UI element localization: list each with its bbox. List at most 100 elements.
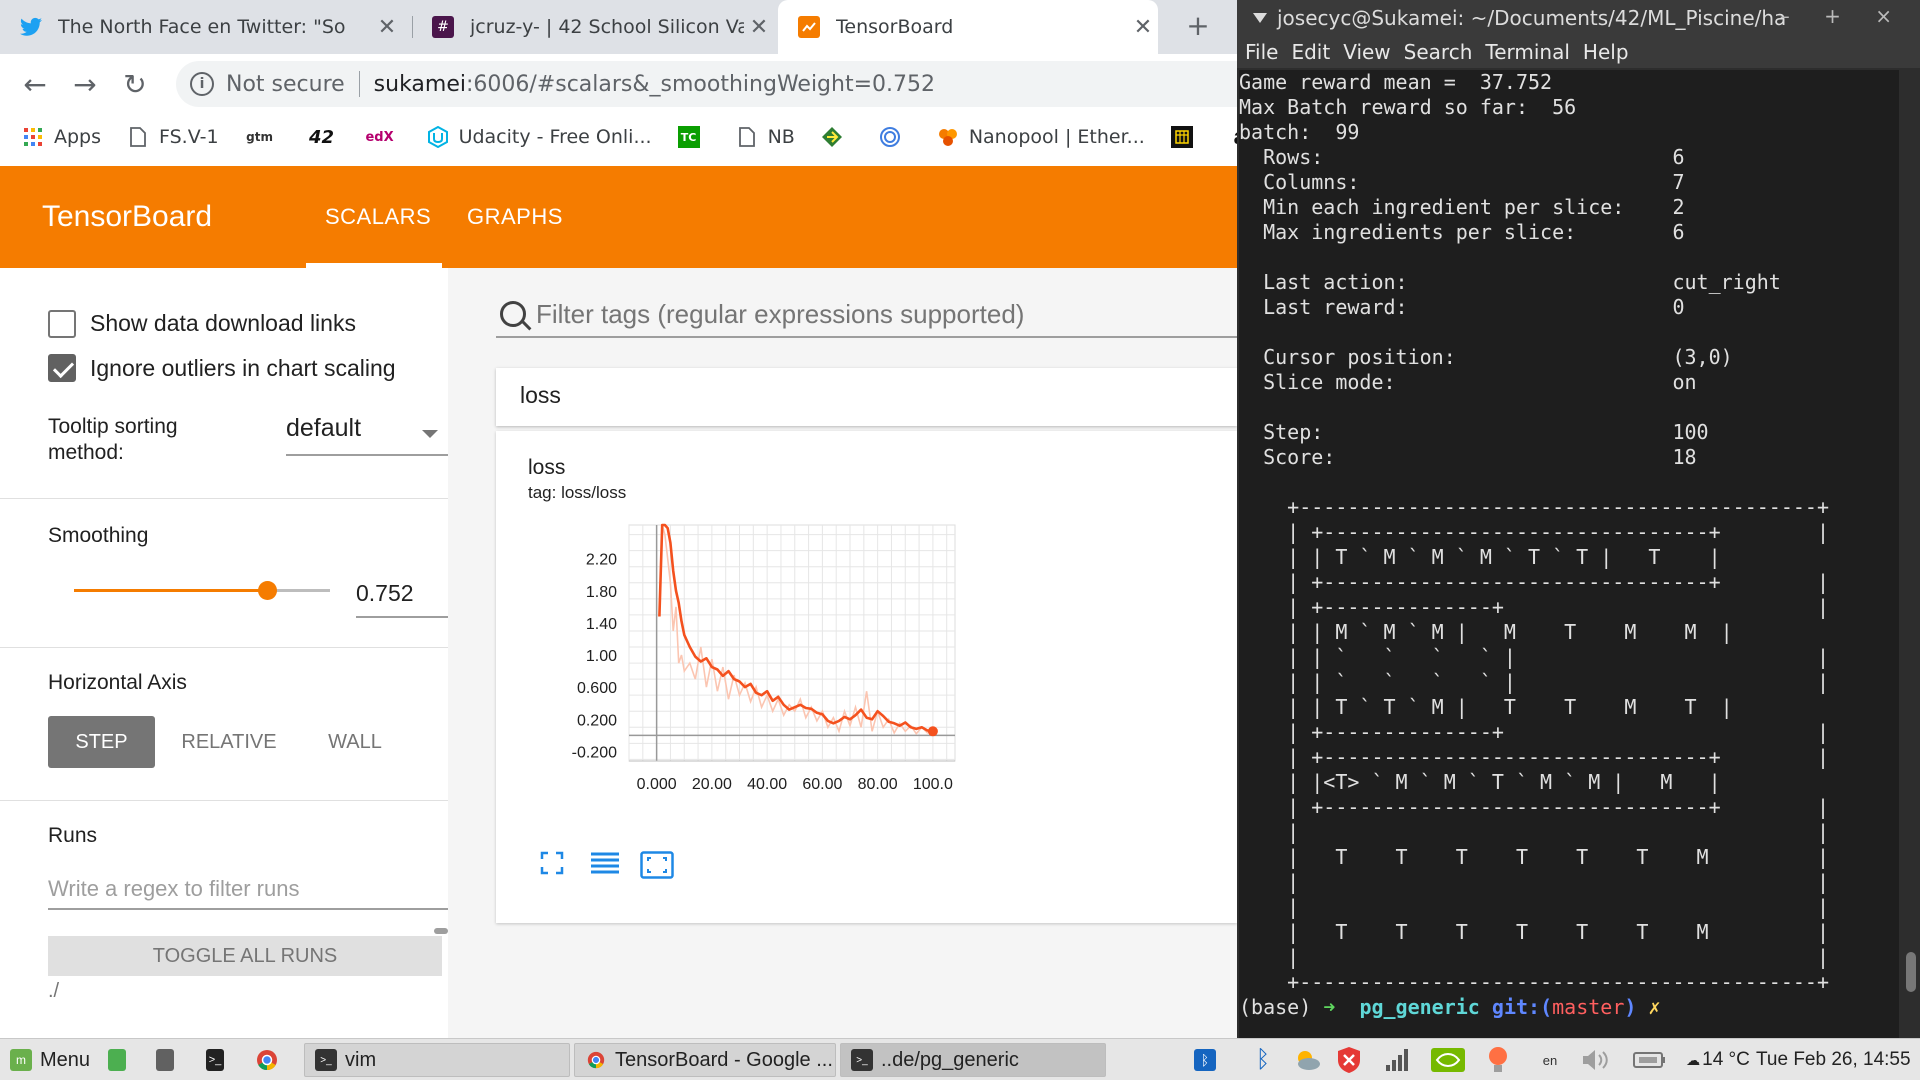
bookmark-calendar[interactable] [1170, 126, 1203, 148]
bookmark-nanopool[interactable]: Nanopool | Ether... [937, 126, 1145, 148]
terminal-launcher[interactable]: >_ [196, 1043, 232, 1077]
scrollbar[interactable] [1906, 72, 1916, 1032]
fullscreen-icon[interactable] [540, 851, 564, 880]
close-icon[interactable]: ✕ [749, 14, 769, 40]
weather-temp[interactable]: ☁ 14 °C [1678, 1045, 1758, 1075]
bookmark-diamond[interactable] [821, 126, 853, 148]
forward-arrow-icon[interactable]: → [73, 67, 97, 101]
x-tick-label: 80.00 [858, 776, 898, 793]
tab-twitter[interactable]: The North Face en Twitter: "So ✕ [0, 0, 402, 54]
terminal-line: | +--------------------------------+ | [1239, 795, 1830, 819]
bookmark-gtm[interactable]: gtm [245, 126, 285, 148]
tab-tensorboard[interactable]: TensorBoard ✕ [778, 0, 1158, 54]
scrollbar-thumb[interactable] [1906, 952, 1916, 992]
bluetooth-icon[interactable]: ᛒ [1255, 1046, 1271, 1073]
apps-grid-icon [22, 126, 44, 148]
keyboard-layout[interactable]: en [1542, 1052, 1558, 1068]
taskbar-window-vim[interactable]: >_ vim [304, 1043, 570, 1077]
ignore-outliers-checkbox[interactable] [48, 354, 76, 382]
close-icon[interactable]: ✕ [377, 14, 397, 40]
address-bar[interactable]: i Not secure sukamei :6006/#scalars&_smo… [176, 61, 1237, 107]
nvidia-icon[interactable] [1428, 1045, 1468, 1075]
terminal-icon: >_ [206, 1049, 224, 1071]
terminal-line: | | ` ` ` ` | | [1239, 670, 1830, 694]
menu-help[interactable]: Help [1582, 40, 1629, 64]
terminal-line: Game reward mean = 37.752 [1239, 70, 1553, 94]
files-launcher[interactable] [146, 1043, 182, 1077]
terminal-titlebar[interactable]: josecyc@Sukamei: ~/Documents/42/ML_Pisci… [1237, 0, 1920, 36]
scrollbar[interactable] [434, 928, 448, 934]
list-icon[interactable] [590, 851, 620, 880]
prompt-branch-open: ( [1540, 995, 1553, 1019]
menu-terminal[interactable]: Terminal [1485, 40, 1570, 64]
menu-edit[interactable]: Edit [1291, 40, 1331, 64]
axis-step-button[interactable]: STEP [48, 716, 155, 768]
window-controls[interactable]: – + × [1779, 4, 1906, 28]
back-arrow-icon[interactable]: ← [23, 67, 47, 101]
twitter-icon [20, 16, 42, 38]
tensorboard-icon [798, 16, 820, 38]
tooltip-sorting-select[interactable]: default [286, 414, 448, 456]
menu-file[interactable]: File [1245, 40, 1279, 64]
run-item[interactable]: ./ [48, 980, 60, 1002]
amazon-icon: a [1229, 124, 1237, 149]
bluetooth-app-icon[interactable]: ᛒ [1194, 1045, 1224, 1075]
show-download-links-checkbox[interactable] [48, 310, 76, 338]
redshift-bulb-icon[interactable] [1480, 1045, 1516, 1075]
battery-icon[interactable] [1630, 1045, 1670, 1075]
terminal-output[interactable]: Game reward mean = 37.752 Max Batch rewar… [1239, 70, 1899, 1038]
x-tick-label: 0.000 [637, 776, 677, 793]
menu-view[interactable]: View [1343, 40, 1391, 64]
bookmark-udacity[interactable]: Udacity - Free Onli... [427, 126, 652, 148]
loss-chart[interactable]: 0.000 20.00 40.00 60.00 80.00 100.0 -0.200 0.20… [496, 431, 1237, 851]
bookmark-globe[interactable] [879, 126, 911, 148]
terminal-line: Slice mode: on [1239, 370, 1697, 394]
window-label: vim [345, 1048, 377, 1071]
menu-search[interactable]: Search [1403, 40, 1473, 64]
terminal-title: josecyc@Sukamei: ~/Documents/42/ML_Pisci… [1277, 6, 1787, 30]
terminal-line: | | T ` M ` M ` M ` T ` T | T | [1239, 545, 1721, 569]
bookmark-fsv1[interactable]: FS.V-1 [127, 126, 219, 148]
info-icon[interactable]: i [190, 72, 214, 96]
bookmark-edx[interactable]: edX [365, 126, 401, 148]
new-tab-button[interactable]: + [1186, 9, 1210, 42]
axis-wall-button[interactable]: WALL [328, 730, 382, 753]
runs-filter-input[interactable]: Write a regex to filter runs [48, 868, 448, 910]
volume-icon[interactable] [1576, 1045, 1616, 1075]
toggle-all-runs-button[interactable]: TOGGLE ALL RUNS [48, 936, 442, 976]
tab-separator [412, 16, 413, 38]
tab-graphs[interactable]: GRAPHS [467, 204, 563, 229]
taskbar-window-terminal[interactable]: >_ ..de/pg_generic [840, 1043, 1106, 1077]
chart-tag: tag: loss/loss [528, 483, 627, 502]
chrome-launcher[interactable] [246, 1043, 282, 1077]
tab-slack[interactable]: # jcruz-y- | 42 School Silicon Valle ✕ [412, 0, 774, 54]
reload-icon[interactable]: ↻ [123, 67, 147, 101]
fit-domain-icon[interactable] [640, 851, 674, 884]
bookmark-techcrunch[interactable]: TC [677, 126, 710, 148]
bookmark-amazon[interactable]: a [1229, 124, 1237, 149]
slider-handle[interactable] [257, 581, 277, 600]
close-icon[interactable]: ✕ [1133, 14, 1153, 40]
terminal-window: josecyc@Sukamei: ~/Documents/42/ML_Pisci… [1237, 0, 1920, 1038]
taskbar-window-tensorboard[interactable]: TensorBoard - Google ... [574, 1043, 836, 1077]
techcrunch-icon: TC [677, 126, 700, 148]
tab-scalars[interactable]: SCALARS [325, 204, 432, 229]
smoothing-slider[interactable] [74, 581, 330, 600]
window-menu-icon[interactable] [1253, 13, 1267, 23]
axis-relative-button[interactable]: RELATIVE [181, 730, 277, 753]
category-header[interactable]: loss [496, 368, 1237, 426]
start-menu-button[interactable]: m Menu [0, 1043, 110, 1077]
bookmark-nb[interactable]: NB [736, 126, 795, 148]
bookmark-apps[interactable]: Apps [22, 126, 101, 148]
update-error-icon[interactable] [1332, 1045, 1366, 1075]
bookmark-42[interactable]: 42 [309, 126, 343, 148]
taskbar: m Menu >_ >_ vim TensorBoard - Google ..… [0, 1038, 1920, 1080]
network-signal-icon[interactable] [1380, 1045, 1414, 1075]
show-desktop-button[interactable] [98, 1043, 134, 1077]
terminal-line [1239, 320, 1899, 345]
weather-app-icon[interactable] [1290, 1045, 1324, 1075]
smoothing-input[interactable]: 0.752 [356, 574, 448, 618]
prompt-branch-close: ) [1624, 995, 1637, 1019]
filter-tags-input[interactable]: Filter tags (regular expressions support… [496, 292, 1237, 338]
clock[interactable]: Tue Feb 26, 14:55 [1756, 1049, 1911, 1070]
